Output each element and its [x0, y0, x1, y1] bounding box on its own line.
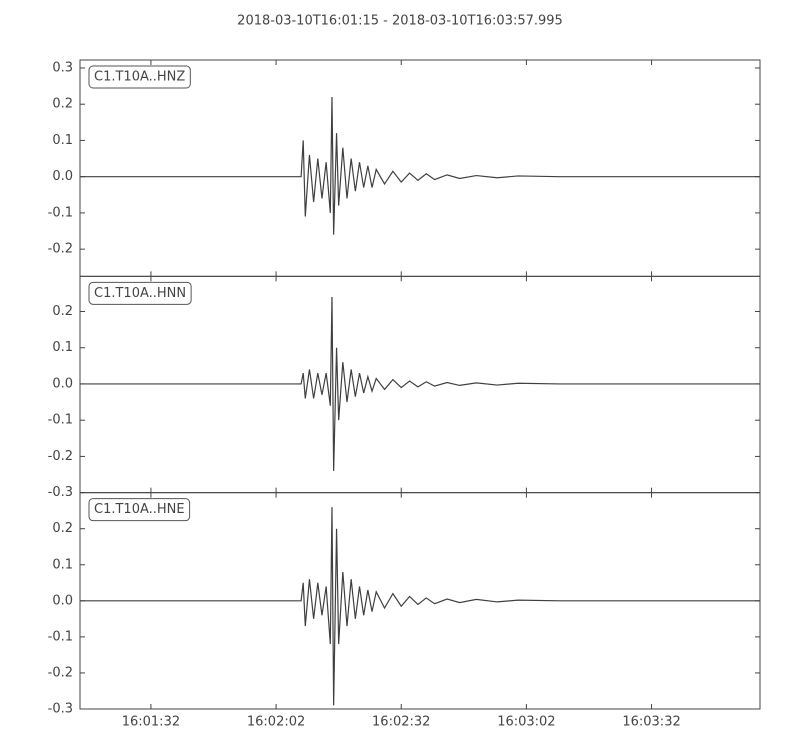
- y-tick-label: 0.1: [52, 340, 73, 355]
- waveform: [80, 296, 760, 471]
- y-tick-label: 0.2: [52, 97, 73, 112]
- y-tick-label: 0.3: [52, 60, 73, 75]
- y-tick-label: -0.2: [48, 449, 73, 464]
- label-box: [88, 65, 191, 89]
- x-tick-label: 16:01:32: [122, 714, 180, 729]
- label-box: [88, 498, 191, 522]
- label-box: [88, 281, 192, 305]
- y-tick-label: -0.1: [48, 629, 73, 644]
- y-tick-label: 0.1: [52, 133, 73, 148]
- y-tick-label: -0.2: [48, 665, 73, 680]
- x-tick-label: 16:03:02: [497, 714, 555, 729]
- chart-title: 2018-03-10T16:01:15 - 2018-03-10T16:03:5…: [237, 14, 563, 29]
- y-tick-label: -0.1: [48, 205, 73, 220]
- y-tick-label: 0.2: [52, 521, 73, 536]
- y-tick-label: 0.2: [52, 304, 73, 319]
- y-tick-label: -0.1: [48, 413, 73, 428]
- y-tick-label: 0.0: [52, 376, 73, 391]
- trace-label: C1.T10A..HNN: [94, 286, 186, 301]
- y-tick-label: -0.2: [48, 242, 73, 257]
- y-tick-label: 0.0: [52, 169, 73, 184]
- trace-label: C1.T10A..HNE: [94, 502, 185, 517]
- waveform: [80, 96, 760, 235]
- x-tick-label: 16:02:02: [247, 714, 305, 729]
- y-tick-label: -0.3: [48, 485, 73, 500]
- y-tick-label: 0.0: [52, 593, 73, 608]
- y-tick-label: -0.3: [48, 701, 73, 716]
- y-tick-label: 0.1: [52, 557, 73, 572]
- axes-frame: [79, 492, 761, 710]
- waveform: [80, 507, 760, 706]
- trace-label: C1.T10A..HNZ: [94, 70, 185, 85]
- x-tick-label: 16:02:32: [372, 714, 430, 729]
- x-tick-label: 16:03:32: [622, 714, 680, 729]
